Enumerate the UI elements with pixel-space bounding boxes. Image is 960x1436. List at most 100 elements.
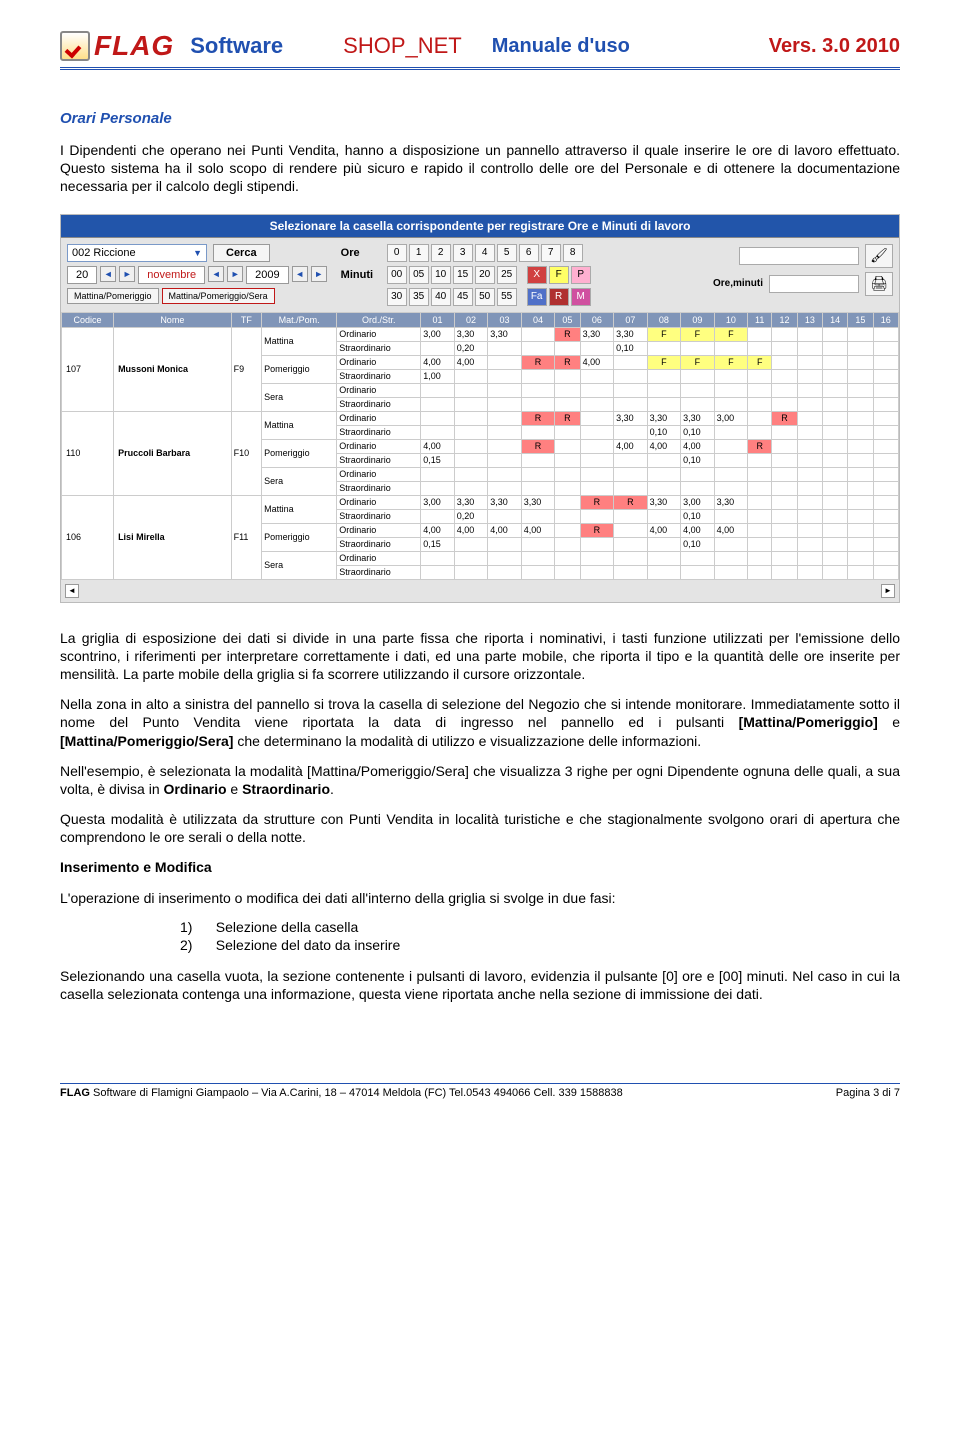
grid-cell[interactable] bbox=[873, 551, 898, 565]
grid-cell[interactable] bbox=[647, 397, 681, 411]
grid-cell[interactable] bbox=[488, 537, 522, 551]
grid-cell[interactable] bbox=[488, 355, 522, 369]
scroll-left-icon[interactable]: ◄ bbox=[65, 584, 79, 598]
grid-cell[interactable] bbox=[772, 481, 797, 495]
grid-cell[interactable] bbox=[797, 509, 822, 523]
grid-cell[interactable] bbox=[681, 369, 715, 383]
grid-cell[interactable] bbox=[454, 551, 488, 565]
grid-cell[interactable] bbox=[797, 467, 822, 481]
grid-cell[interactable] bbox=[822, 467, 847, 481]
min-btn-35[interactable]: 35 bbox=[409, 288, 429, 306]
grid-cell[interactable]: 4,00 bbox=[614, 439, 648, 453]
print-icon[interactable]: 🖨 bbox=[865, 272, 893, 296]
ore-btn-8[interactable]: 8 bbox=[563, 244, 583, 262]
ore-btn-4[interactable]: 4 bbox=[475, 244, 495, 262]
grid-cell[interactable] bbox=[873, 439, 898, 453]
grid-cell[interactable] bbox=[521, 341, 555, 355]
grid-cell[interactable] bbox=[748, 383, 772, 397]
grid-cell[interactable] bbox=[555, 495, 580, 509]
grid-cell[interactable]: 0,10 bbox=[681, 537, 715, 551]
grid-cell[interactable] bbox=[681, 551, 715, 565]
grid-cell[interactable] bbox=[488, 551, 522, 565]
grid-cell[interactable] bbox=[555, 397, 580, 411]
grid-cell[interactable] bbox=[555, 383, 580, 397]
grid-cell[interactable] bbox=[772, 369, 797, 383]
ext-btn-P[interactable]: P bbox=[571, 266, 591, 284]
grid-cell[interactable]: R bbox=[555, 411, 580, 425]
grid-cell[interactable]: F bbox=[681, 327, 715, 341]
month-prev-button[interactable]: ◄ bbox=[208, 266, 224, 282]
grid-cell[interactable] bbox=[647, 551, 681, 565]
grid-cell[interactable] bbox=[454, 397, 488, 411]
grid-cell[interactable] bbox=[521, 509, 555, 523]
grid-cell[interactable] bbox=[797, 411, 822, 425]
grid-cell[interactable] bbox=[873, 327, 898, 341]
grid-cell[interactable] bbox=[873, 565, 898, 579]
grid-cell[interactable] bbox=[521, 453, 555, 467]
grid-cell[interactable] bbox=[848, 397, 873, 411]
grid-cell[interactable]: F bbox=[647, 355, 681, 369]
grid-cell[interactable] bbox=[421, 411, 455, 425]
grid-cell[interactable] bbox=[488, 411, 522, 425]
grid-cell[interactable]: 4,00 bbox=[521, 523, 555, 537]
grid-cell[interactable] bbox=[488, 383, 522, 397]
ore-minuti-input[interactable] bbox=[769, 275, 859, 293]
grid-cell[interactable] bbox=[454, 537, 488, 551]
grid-cell[interactable]: 3,00 bbox=[421, 495, 455, 509]
grid-cell[interactable] bbox=[848, 565, 873, 579]
grid-cell[interactable]: 3,30 bbox=[454, 327, 488, 341]
grid-cell[interactable] bbox=[822, 537, 847, 551]
grid-cell[interactable] bbox=[848, 453, 873, 467]
grid-cell[interactable] bbox=[521, 565, 555, 579]
grid-cell[interactable]: R bbox=[580, 523, 614, 537]
grid-cell[interactable] bbox=[614, 383, 648, 397]
grid-cell[interactable] bbox=[748, 369, 772, 383]
grid-cell[interactable] bbox=[521, 481, 555, 495]
grid-cell[interactable] bbox=[873, 523, 898, 537]
grid-cell[interactable]: 3,30 bbox=[614, 327, 648, 341]
grid-cell[interactable]: 4,00 bbox=[681, 523, 715, 537]
grid-cell[interactable]: R bbox=[521, 439, 555, 453]
grid-cell[interactable]: 3,30 bbox=[521, 495, 555, 509]
grid-cell[interactable] bbox=[580, 551, 614, 565]
grid-cell[interactable] bbox=[647, 481, 681, 495]
grid-cell[interactable] bbox=[822, 397, 847, 411]
grid-cell[interactable] bbox=[555, 565, 580, 579]
grid-cell[interactable] bbox=[873, 537, 898, 551]
grid-cell[interactable] bbox=[580, 397, 614, 411]
grid-cell[interactable]: 0,10 bbox=[681, 509, 715, 523]
grid-cell[interactable] bbox=[681, 467, 715, 481]
grid-cell[interactable] bbox=[797, 355, 822, 369]
grid-cell[interactable] bbox=[848, 355, 873, 369]
grid-cell[interactable] bbox=[822, 565, 847, 579]
grid-cell[interactable] bbox=[848, 327, 873, 341]
grid-cell[interactable] bbox=[772, 495, 797, 509]
grid-cell[interactable] bbox=[873, 467, 898, 481]
ore-btn-3[interactable]: 3 bbox=[453, 244, 473, 262]
grid-cell[interactable]: 3,30 bbox=[488, 495, 522, 509]
grid-cell[interactable]: 0,10 bbox=[614, 341, 648, 355]
grid-cell[interactable] bbox=[822, 481, 847, 495]
grid-cell[interactable] bbox=[555, 551, 580, 565]
grid-cell[interactable] bbox=[714, 509, 748, 523]
grid-cell[interactable] bbox=[797, 383, 822, 397]
grid-cell[interactable] bbox=[772, 453, 797, 467]
grid-cell[interactable] bbox=[521, 425, 555, 439]
year-next-button[interactable]: ► bbox=[311, 266, 327, 282]
grid-cell[interactable]: 0,15 bbox=[421, 453, 455, 467]
grid-cell[interactable] bbox=[714, 481, 748, 495]
grid-cell[interactable]: F bbox=[647, 327, 681, 341]
grid-cell[interactable] bbox=[822, 509, 847, 523]
grid-cell[interactable] bbox=[748, 523, 772, 537]
grid-cell[interactable] bbox=[521, 467, 555, 481]
grid-cell[interactable] bbox=[454, 383, 488, 397]
grid-cell[interactable]: 3,30 bbox=[647, 495, 681, 509]
grid-cell[interactable] bbox=[555, 467, 580, 481]
grid-cell[interactable] bbox=[580, 383, 614, 397]
grid-cell[interactable] bbox=[521, 369, 555, 383]
grid-cell[interactable] bbox=[521, 537, 555, 551]
grid-cell[interactable] bbox=[797, 453, 822, 467]
grid-cell[interactable] bbox=[714, 439, 748, 453]
grid-cell[interactable] bbox=[848, 495, 873, 509]
grid-cell[interactable] bbox=[580, 369, 614, 383]
